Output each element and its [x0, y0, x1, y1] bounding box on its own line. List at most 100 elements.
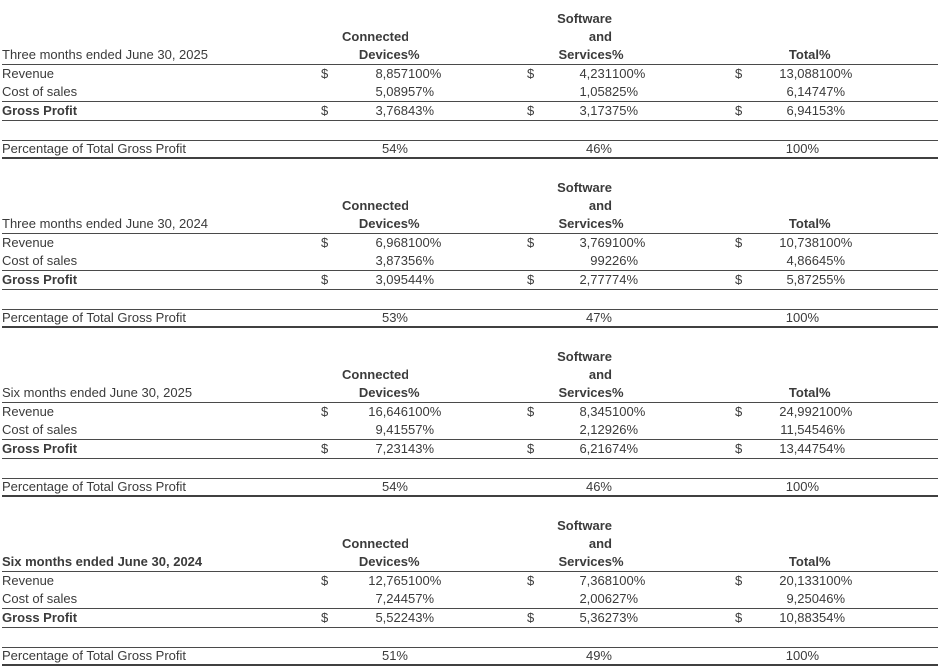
percent-header: % [612, 384, 735, 403]
spacer-row [2, 120, 938, 141]
dollar-sign: $ [527, 101, 549, 121]
revenue-total-value: 13,088 [779, 66, 819, 81]
software-services-header: Services [549, 384, 612, 403]
dollar-sign: $ [735, 573, 743, 588]
header-row-3: Six months ended June 30, 2025 Devices %… [2, 384, 938, 403]
percent-header: % [819, 553, 938, 572]
pct-total-ss: 46% [549, 478, 612, 497]
pct-total-cd: 51% [342, 647, 408, 666]
pct-of-total-row: Percentage of Total Gross Profit 53% 47%… [2, 309, 938, 328]
header-row-1: Software [2, 10, 938, 28]
gross-ss-pct: 74% [612, 270, 735, 290]
cost-cd-pct: 57% [408, 83, 527, 102]
cost-total-pct: 46% [819, 421, 938, 440]
pct-total-cd: 54% [342, 140, 408, 159]
connected-devices-header: Devices [342, 553, 408, 572]
revenue-cd-value: 12,765 [368, 573, 408, 588]
dollar-sign: $ [321, 404, 329, 419]
revenue-cd-pct: 100% [408, 66, 442, 81]
gross-cd-pct: 43% [408, 101, 527, 121]
cost-ss-pct: 26% [612, 421, 735, 440]
dollar-sign: $ [735, 270, 757, 290]
table-six-months-2024: Software Connected and Six months ended … [2, 517, 938, 666]
dollar-sign: $ [321, 270, 342, 290]
row-label: Percentage of Total Gross Profit [2, 140, 321, 159]
row-label: Revenue [2, 66, 55, 81]
dollar-sign: $ [527, 235, 535, 250]
header-row-1: Software [2, 179, 938, 197]
cost-cd-value: 5,089 [342, 83, 408, 102]
revenue-ss-pct: 100% [612, 66, 646, 81]
cost-ss-value: 992 [549, 252, 612, 271]
gross-cd-value: 3,768 [342, 101, 408, 121]
row-label: Gross Profit [2, 270, 321, 290]
dollar-sign: $ [735, 235, 743, 250]
revenue-total-pct: 100% [819, 66, 853, 81]
dollar-sign: $ [735, 404, 743, 419]
dollar-sign: $ [527, 439, 549, 459]
period-label: Three months ended June 30, 2024 [2, 215, 321, 234]
pct-of-total-row: Percentage of Total Gross Profit 54% 46%… [2, 478, 938, 497]
table-six-months-2025: Software Connected and Six months ended … [2, 348, 938, 497]
cost-cd-pct: 57% [408, 421, 527, 440]
revenue-total-value: 24,992 [779, 404, 819, 419]
connected-devices-header: Connected [342, 536, 408, 551]
table-three-months-2025: Software Connected and Three months ende… [2, 10, 938, 159]
gross-total-pct: 55% [819, 270, 938, 290]
period-label: Six months ended June 30, 2024 [2, 553, 321, 572]
revenue-ss-value: 3,769 [579, 235, 612, 250]
percent-header: % [819, 215, 938, 234]
total-header: Total [757, 215, 819, 234]
cost-of-sales-row: Cost of sales 7,244 57% 2,006 27% 9,250 … [2, 590, 938, 609]
revenue-cd-pct: 100% [408, 573, 442, 588]
cost-of-sales-row: Cost of sales 3,873 56% 992 26% 4,866 45… [2, 252, 938, 271]
percent-header: % [819, 46, 938, 65]
gross-total-pct: 54% [819, 439, 938, 459]
row-label: Cost of sales [2, 421, 321, 440]
pct-total-ss: 46% [549, 140, 612, 159]
connected-devices-header: Connected [342, 367, 408, 382]
gross-ss-pct: 75% [612, 101, 735, 121]
gross-cd-value: 5,522 [342, 608, 408, 628]
dollar-sign: $ [527, 270, 549, 290]
revenue-ss-value: 8,345 [579, 404, 612, 419]
cost-total-value: 9,250 [757, 590, 819, 609]
gross-profit-row: Gross Profit $ 3,768 43% $ 3,173 75% $ 6… [2, 101, 938, 121]
percent-header: % [612, 46, 735, 65]
gross-cd-value: 3,095 [342, 270, 408, 290]
gross-cd-pct: 44% [408, 270, 527, 290]
pct-total-total: 100% [757, 647, 819, 666]
period-label: Six months ended June 30, 2025 [2, 384, 321, 403]
software-services-header: Software [557, 180, 612, 195]
gross-cd-pct: 43% [408, 608, 527, 628]
spacer-row [2, 627, 938, 648]
cost-of-sales-row: Cost of sales 5,089 57% 1,058 25% 6,147 … [2, 83, 938, 102]
row-label: Percentage of Total Gross Profit [2, 647, 321, 666]
software-services-header: Software [557, 518, 612, 533]
software-services-header: and [588, 367, 612, 382]
header-row-3: Three months ended June 30, 2025 Devices… [2, 46, 938, 65]
revenue-row: Revenue $ 6,968 100% $ 3,769 100% $ 10,7… [2, 234, 938, 253]
gross-profit-row: Gross Profit $ 3,095 44% $ 2,777 74% $ 5… [2, 270, 938, 290]
percent-header: % [612, 553, 735, 572]
pct-total-total: 100% [757, 309, 819, 328]
revenue-total-value: 20,133 [779, 573, 819, 588]
software-services-header: Services [549, 215, 612, 234]
cost-cd-value: 3,873 [342, 252, 408, 271]
header-row-3: Three months ended June 30, 2024 Devices… [2, 215, 938, 234]
revenue-ss-pct: 100% [612, 235, 646, 250]
dollar-sign: $ [735, 66, 743, 81]
percent-header: % [408, 46, 527, 65]
row-label: Cost of sales [2, 590, 321, 609]
header-row-2: Connected and [2, 535, 938, 553]
dollar-sign: $ [321, 66, 329, 81]
software-services-header: Software [557, 11, 612, 26]
connected-devices-header: Connected [342, 198, 408, 213]
row-label: Cost of sales [2, 83, 321, 102]
gross-total-pct: 54% [819, 608, 938, 628]
revenue-row: Revenue $ 16,646 100% $ 8,345 100% $ 24,… [2, 403, 938, 422]
software-services-header: and [588, 536, 612, 551]
revenue-ss-value: 4,231 [579, 66, 612, 81]
gross-ss-value: 2,777 [549, 270, 612, 290]
software-services-header: Services [549, 46, 612, 65]
